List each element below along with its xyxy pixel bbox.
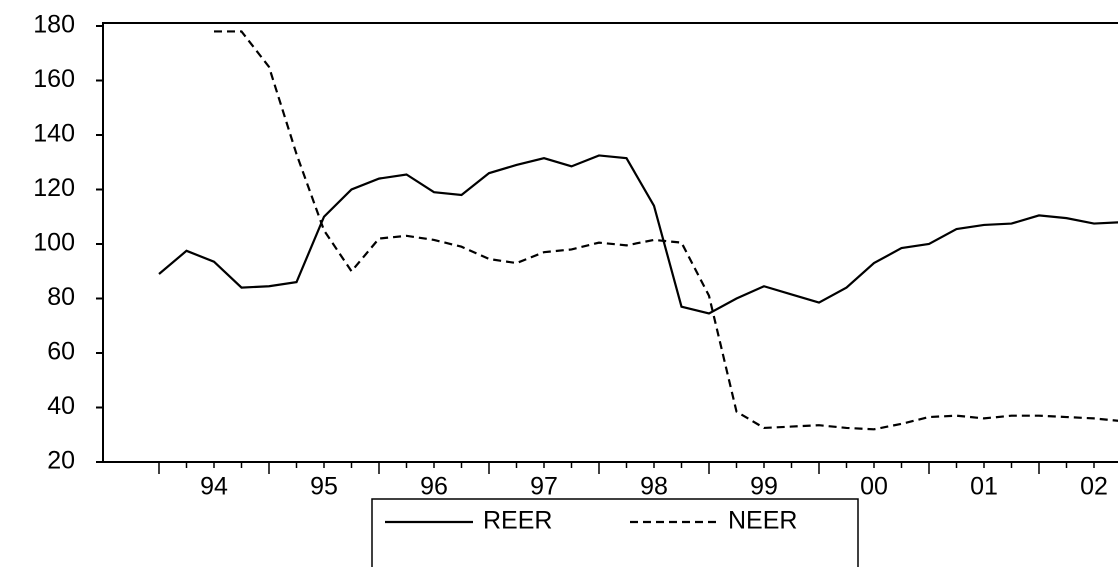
- x-tick-label: 96: [420, 473, 448, 501]
- series-line: [214, 30, 1118, 431]
- x-tick-label: 02: [1080, 473, 1108, 501]
- y-tick-label: 100: [33, 229, 75, 257]
- legend-box: [371, 498, 859, 567]
- legend-label: NEER: [728, 507, 797, 535]
- x-tick-label: 97: [530, 473, 558, 501]
- legend: REER NEER: [371, 498, 859, 567]
- x-tick-label: 99: [750, 473, 778, 501]
- plot-area: [158, 30, 1118, 431]
- y-tick-label: 60: [47, 338, 75, 366]
- plot-frame: [102, 22, 1118, 462]
- x-tick-label: 95: [310, 473, 338, 501]
- x-tick-label: 01: [970, 473, 998, 501]
- x-tick-label: 94: [200, 473, 228, 501]
- y-tick-label: 140: [33, 120, 75, 148]
- series-line: [158, 154, 1118, 315]
- y-tick-label: 120: [33, 174, 75, 202]
- x-tick-label: 00: [860, 473, 888, 501]
- x-tick-label: 98: [640, 473, 668, 501]
- y-tick-label: 20: [47, 447, 75, 475]
- y-tick-label: 160: [33, 65, 75, 93]
- legend-label: REER: [483, 507, 552, 535]
- y-tick-label: 80: [47, 283, 75, 311]
- y-tick-label: 180: [33, 11, 75, 39]
- y-tick-label: 40: [47, 392, 75, 420]
